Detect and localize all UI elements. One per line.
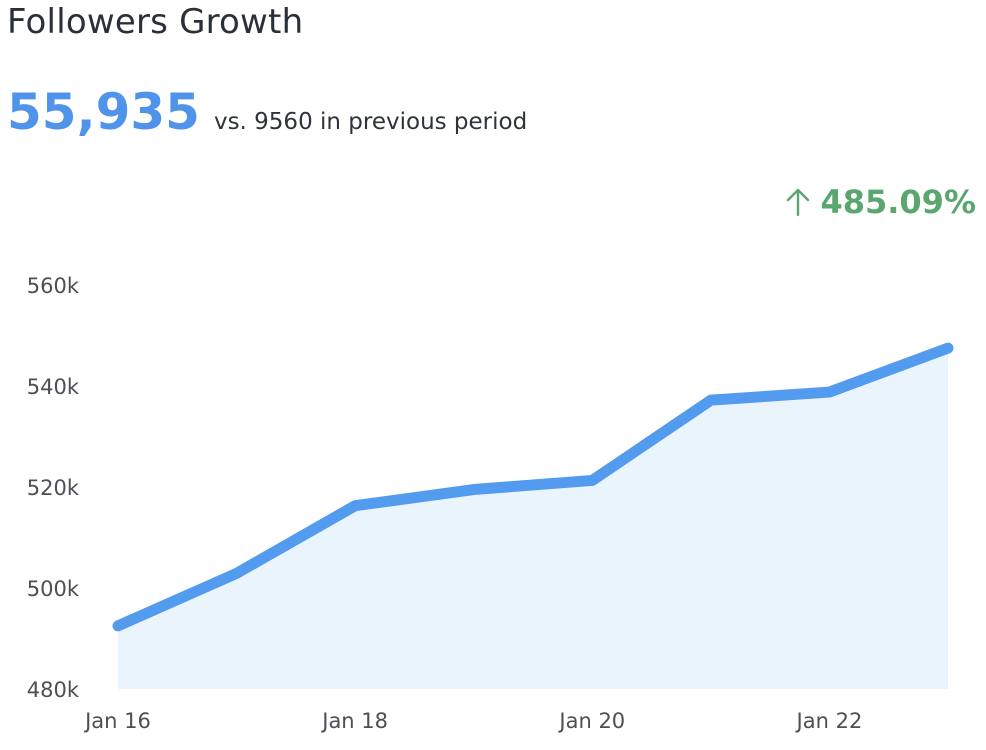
y-tick-label: 500k: [27, 577, 80, 601]
metric-value: 55,935: [7, 83, 200, 141]
y-tick-label: 520k: [27, 476, 80, 500]
change-percentage: 485.09%: [820, 183, 976, 221]
x-tick-label: Jan 18: [320, 709, 388, 733]
metric-summary: 55,935 vs. 9560 in previous period: [7, 82, 527, 142]
y-axis: 480k 500k 520k 540k 560k: [27, 274, 80, 702]
area-layer: [118, 348, 948, 689]
series-area: [118, 348, 948, 689]
x-tick-label: Jan 20: [557, 709, 625, 733]
chart-title: Followers Growth: [7, 2, 304, 42]
metric-comparison: vs. 9560 in previous period: [213, 109, 528, 135]
arrow-up-icon: [787, 188, 810, 217]
x-tick-label: Jan 16: [83, 709, 151, 733]
line-layer: [112, 342, 954, 632]
y-tick-label: 560k: [27, 274, 80, 298]
x-tick-label: Jan 22: [795, 709, 863, 733]
y-tick-label: 540k: [27, 375, 80, 399]
x-axis: Jan 16 Jan 18 Jan 20 Jan 22: [83, 709, 862, 733]
y-tick-label: 480k: [27, 678, 80, 702]
series-line: [112, 342, 954, 632]
change-indicator: 485.09%: [784, 180, 976, 224]
